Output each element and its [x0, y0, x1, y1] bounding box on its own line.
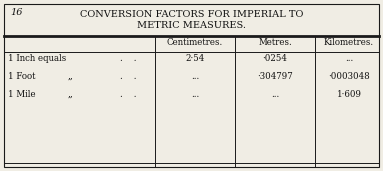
Text: ·0003048: ·0003048: [328, 72, 370, 81]
Text: Kilometres.: Kilometres.: [324, 38, 374, 47]
Text: ,,: ,,: [68, 90, 74, 99]
Text: 16: 16: [10, 8, 23, 17]
Text: ·304797: ·304797: [257, 72, 293, 81]
Text: .    .: . .: [120, 90, 136, 99]
Text: ·0254: ·0254: [263, 54, 287, 63]
Text: 1 Foot: 1 Foot: [8, 72, 36, 81]
Text: .    .: . .: [120, 54, 136, 63]
Text: ,,: ,,: [68, 72, 74, 81]
Text: ...: ...: [271, 90, 279, 99]
Text: Metres.: Metres.: [258, 38, 292, 47]
Text: METRIC MEASURES.: METRIC MEASURES.: [137, 21, 246, 30]
Text: 1 Mile: 1 Mile: [8, 90, 36, 99]
Text: CONVERSION FACTORS FOR IMPERIAL TO: CONVERSION FACTORS FOR IMPERIAL TO: [80, 10, 303, 19]
Text: 1·609: 1·609: [337, 90, 362, 99]
Text: ...: ...: [345, 54, 353, 63]
Text: 1 Inch equals: 1 Inch equals: [8, 54, 66, 63]
Text: .    .: . .: [120, 72, 136, 81]
Text: ...: ...: [191, 90, 199, 99]
Text: ...: ...: [191, 72, 199, 81]
Text: 2·54: 2·54: [185, 54, 205, 63]
Text: Centimetres.: Centimetres.: [167, 38, 223, 47]
